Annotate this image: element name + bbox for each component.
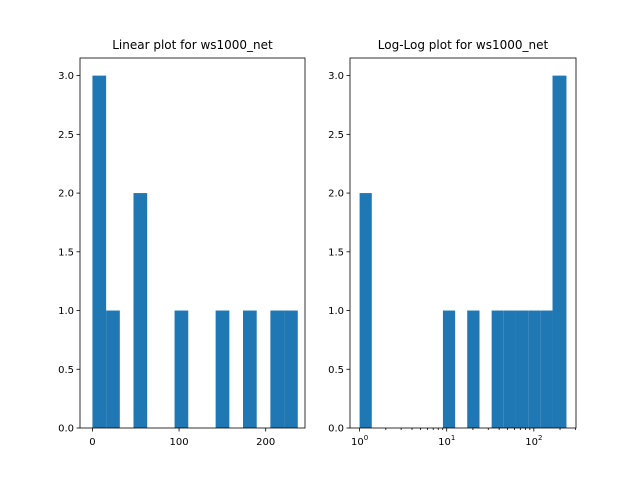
- linear-plot-ytick-label: 2.0: [58, 189, 74, 200]
- loglog-plot-ytick-label: 1.5: [328, 247, 344, 258]
- loglog-plot-bar: [552, 75, 567, 428]
- loglog-plot-xtick-label: 102: [525, 434, 542, 448]
- loglog-plot-bar: [359, 193, 372, 428]
- loglog-plot-ytick-label: 0.0: [328, 424, 344, 435]
- loglog-plot-ytick-label: 2.0: [328, 189, 344, 200]
- loglog-plot-bar: [540, 310, 553, 428]
- linear-plot-xtick-label: 100: [170, 437, 189, 448]
- loglog-plot-panel: Log-Log plot for ws1000_net 0.0 0.5 1.0 1.5…: [328, 38, 577, 448]
- loglog-plot-frame: [349, 57, 577, 429]
- loglog-plot-bar: [467, 310, 480, 428]
- linear-plot-xtick-label: 0: [89, 437, 95, 448]
- loglog-plot-bars: [359, 75, 567, 428]
- loglog-plot-bar: [515, 310, 529, 428]
- loglog-plot-ytick-label: 3.0: [328, 71, 344, 82]
- loglog-plot-title: Log-Log plot for ws1000_net: [378, 38, 549, 52]
- linear-plot-bar: [106, 310, 120, 428]
- linear-plot-bar: [215, 310, 230, 428]
- linear-plot-xtick-label: 200: [256, 437, 275, 448]
- loglog-plot-xtick-label: 100: [351, 434, 368, 448]
- linear-plot-bar: [270, 310, 285, 428]
- linear-plot-bar: [284, 310, 298, 428]
- loglog-plot-xtick-label: 101: [438, 434, 455, 448]
- linear-plot-ytick-label: 2.5: [58, 130, 74, 141]
- loglog-plot-ticks: 0.0 0.5 1.0 1.5 2.0 2.5 3.0 100 101 102: [328, 71, 576, 448]
- linear-plot-ytick-label: 0.5: [58, 365, 74, 376]
- linear-plot-ytick-label: 1.5: [58, 247, 74, 258]
- linear-plot-frame: [79, 57, 306, 429]
- loglog-plot-bar: [528, 310, 541, 428]
- linear-plot-ytick-label: 0.0: [58, 424, 74, 435]
- linear-plot-panel: Linear plot for ws1000_net 0.0 0.5 1.0 1.5 2…: [58, 38, 306, 448]
- loglog-plot-ytick-label: 1.0: [328, 306, 344, 317]
- linear-plot-bar: [92, 75, 107, 428]
- loglog-plot-bar: [503, 310, 516, 428]
- linear-plot-ticks: 0.0 0.5 1.0 1.5 2.0 2.5 3.0 0 100 200: [58, 71, 275, 448]
- loglog-plot-ytick-label: 2.5: [328, 130, 344, 141]
- linear-plot-bars: [92, 75, 298, 428]
- linear-plot-ytick-label: 1.0: [58, 306, 74, 317]
- linear-plot-title: Linear plot for ws1000_net: [112, 38, 273, 52]
- loglog-plot-ytick-label: 0.5: [328, 365, 344, 376]
- linear-plot-bar: [133, 193, 148, 428]
- linear-plot-bar: [174, 310, 189, 428]
- linear-plot-bar: [243, 310, 257, 428]
- linear-plot-ytick-label: 3.0: [58, 71, 74, 82]
- loglog-plot-bar: [491, 310, 504, 428]
- loglog-plot-bar: [442, 310, 456, 428]
